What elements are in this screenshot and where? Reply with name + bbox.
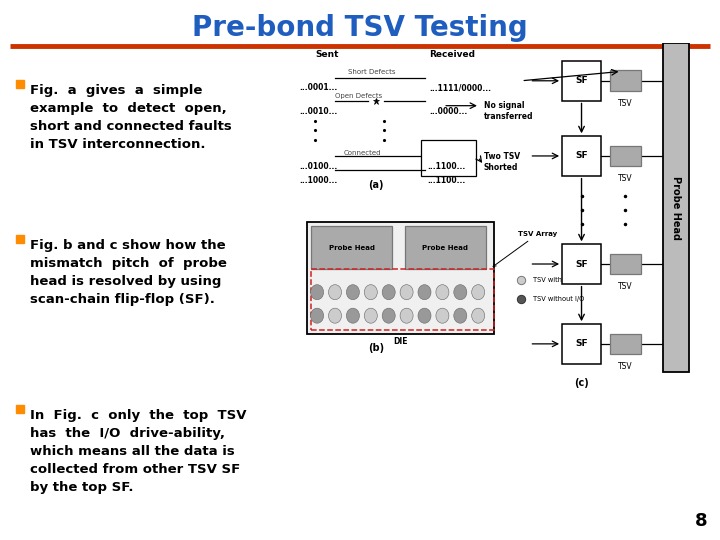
Circle shape [346, 285, 359, 300]
Circle shape [328, 285, 341, 300]
Text: Probe Head: Probe Head [329, 245, 374, 251]
Bar [562, 136, 601, 176]
Bar [405, 226, 486, 269]
Text: (a): (a) [369, 180, 384, 190]
Circle shape [472, 285, 485, 300]
Text: Open Defects: Open Defects [336, 92, 382, 98]
Circle shape [382, 308, 395, 323]
Circle shape [418, 285, 431, 300]
Text: ...0000...: ...0000... [429, 106, 467, 116]
Text: ...1000...: ...1000... [299, 176, 337, 185]
Text: ...1100...: ...1100... [427, 161, 465, 171]
Text: (b): (b) [368, 343, 384, 353]
Text: Received: Received [429, 50, 475, 59]
Text: TSV Array: TSV Array [493, 231, 558, 266]
Circle shape [454, 308, 467, 323]
Text: TSV: TSV [618, 282, 633, 291]
Text: ...0100...: ...0100... [299, 161, 337, 171]
Text: TSV: TSV [618, 362, 633, 371]
Bar [610, 70, 641, 91]
Text: ...1100...: ...1100... [427, 176, 465, 185]
Text: Fig.  a  gives  a  simple
example  to  detect  open,
short and connected faults
: Fig. a gives a simple example to detect … [30, 84, 232, 151]
Circle shape [346, 308, 359, 323]
Text: In  Fig.  c  only  the  top  TSV
has  the  I/O  drive-ability,
which means all t: In Fig. c only the top TSV has the I/O d… [30, 409, 246, 494]
Circle shape [382, 285, 395, 300]
Text: TSV: TSV [618, 99, 633, 107]
Text: TSV: TSV [618, 174, 633, 183]
Text: Pre-bond TSV Testing: Pre-bond TSV Testing [192, 14, 528, 42]
Bar [562, 244, 601, 284]
Bar [16, 235, 24, 243]
Circle shape [310, 308, 323, 323]
Circle shape [436, 308, 449, 323]
Text: Probe Head: Probe Head [422, 245, 468, 251]
Bar [562, 61, 601, 100]
Text: DIE: DIE [393, 337, 408, 346]
Text: Sent: Sent [315, 50, 338, 59]
Circle shape [400, 308, 413, 323]
Bar [562, 324, 601, 363]
Text: 8: 8 [696, 512, 708, 530]
Text: ...0001...: ...0001... [299, 83, 337, 92]
Text: ...1111/0000...: ...1111/0000... [429, 83, 491, 92]
Text: TSV without I/O: TSV without I/O [533, 296, 584, 302]
Bar [610, 254, 641, 274]
Text: SF: SF [575, 339, 588, 348]
Circle shape [418, 308, 431, 323]
Text: (c): (c) [574, 378, 589, 388]
Bar [16, 80, 24, 88]
Text: Two TSV
Shorted: Two TSV Shorted [484, 152, 520, 172]
Bar [420, 140, 476, 176]
Polygon shape [307, 222, 494, 334]
Text: No signal
transferred: No signal transferred [484, 100, 534, 120]
Text: Short Defects: Short Defects [348, 69, 395, 75]
Bar [311, 226, 392, 269]
Circle shape [472, 308, 485, 323]
Text: Fig. b and c show how the
mismatch  pitch  of  probe
head is resolved by using
s: Fig. b and c show how the mismatch pitch… [30, 239, 227, 306]
Bar [610, 334, 641, 354]
Bar [16, 405, 24, 413]
Bar [610, 146, 641, 166]
Text: SF: SF [575, 151, 588, 160]
Circle shape [364, 285, 377, 300]
Bar [311, 269, 494, 330]
Text: ...0010...: ...0010... [299, 106, 337, 116]
Text: Connected: Connected [343, 150, 381, 156]
Circle shape [310, 285, 323, 300]
Circle shape [436, 285, 449, 300]
Circle shape [454, 285, 467, 300]
Circle shape [364, 308, 377, 323]
Text: TSV with I/O: TSV with I/O [533, 278, 573, 284]
Text: Probe Head: Probe Head [671, 176, 681, 240]
Circle shape [328, 308, 341, 323]
Text: SF: SF [575, 260, 588, 268]
Circle shape [400, 285, 413, 300]
Bar [663, 43, 689, 372]
Text: SF: SF [575, 76, 588, 85]
